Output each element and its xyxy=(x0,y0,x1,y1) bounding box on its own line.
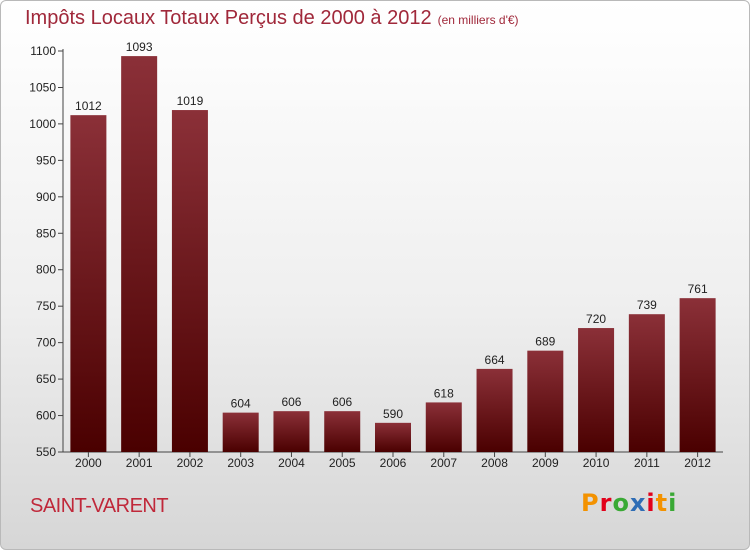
x-tick-label: 2008 xyxy=(481,456,508,470)
data-label: 720 xyxy=(586,312,606,326)
bar xyxy=(375,422,411,452)
y-tick-label: 600 xyxy=(36,409,56,423)
title-unit: (en milliers d'€) xyxy=(437,13,519,27)
y-tick-label: 700 xyxy=(36,336,56,350)
bar xyxy=(70,115,107,452)
bar xyxy=(324,411,361,452)
y-tick-label: 850 xyxy=(36,226,56,240)
logo-letter: i xyxy=(668,489,678,517)
bar xyxy=(679,298,716,452)
x-tick-label: 2005 xyxy=(329,456,356,470)
data-label: 664 xyxy=(485,353,505,367)
data-label: 689 xyxy=(535,335,555,349)
x-tick-label: 2006 xyxy=(380,456,407,470)
bar xyxy=(527,350,564,452)
y-tick-label: 900 xyxy=(36,190,56,204)
data-label: 606 xyxy=(281,395,301,409)
x-tick-label: 2004 xyxy=(278,456,305,470)
logo-letter: i xyxy=(646,489,656,517)
y-tick-label: 650 xyxy=(36,372,56,386)
x-tick-label: 2000 xyxy=(75,456,102,470)
data-label: 761 xyxy=(688,282,708,296)
data-label: 590 xyxy=(383,407,403,421)
data-label: 1093 xyxy=(126,40,153,54)
bar xyxy=(425,402,462,452)
x-tick-label: 2001 xyxy=(126,456,153,470)
bar xyxy=(121,56,158,452)
data-label: 1019 xyxy=(177,94,204,108)
title-text: Impôts Locaux Totaux Perçus de 2000 à 20… xyxy=(25,7,432,29)
chart-title: Impôts Locaux Totaux Perçus de 2000 à 20… xyxy=(25,7,519,30)
bar xyxy=(628,314,665,452)
data-label: 606 xyxy=(332,395,352,409)
x-tick-label: 2012 xyxy=(684,456,711,470)
logo-letter: t xyxy=(655,489,669,517)
data-label: 739 xyxy=(637,298,657,312)
city-name: SAINT-VARENT xyxy=(30,495,169,517)
y-tick-label: 750 xyxy=(36,299,56,313)
y-tick-label: 1000 xyxy=(29,117,56,131)
y-tick-label: 950 xyxy=(36,153,56,167)
x-tick-label: 2002 xyxy=(177,456,204,470)
data-label: 1012 xyxy=(75,99,102,113)
logo-letter: o xyxy=(612,489,630,517)
data-label: 618 xyxy=(434,386,454,400)
x-tick-label: 2010 xyxy=(583,456,610,470)
y-tick-label: 800 xyxy=(36,263,56,277)
bar xyxy=(578,328,615,452)
x-tick-label: 2011 xyxy=(634,456,660,470)
x-tick-label: 2007 xyxy=(430,456,457,470)
logo-letter: P xyxy=(581,489,600,517)
bar xyxy=(171,110,208,452)
x-tick-label: 2009 xyxy=(532,456,559,470)
y-tick-label: 1050 xyxy=(29,80,56,94)
y-tick-label: 1100 xyxy=(30,44,56,58)
bar xyxy=(273,411,310,452)
proxiti-logo: Proxiti xyxy=(581,489,677,517)
logo-letter: r xyxy=(599,489,613,517)
logo-letter: x xyxy=(629,489,647,517)
data-label: 604 xyxy=(231,397,251,411)
y-tick-label: 550 xyxy=(36,445,56,459)
bar xyxy=(222,412,259,452)
bar xyxy=(476,368,513,452)
x-tick-label: 2003 xyxy=(227,456,254,470)
